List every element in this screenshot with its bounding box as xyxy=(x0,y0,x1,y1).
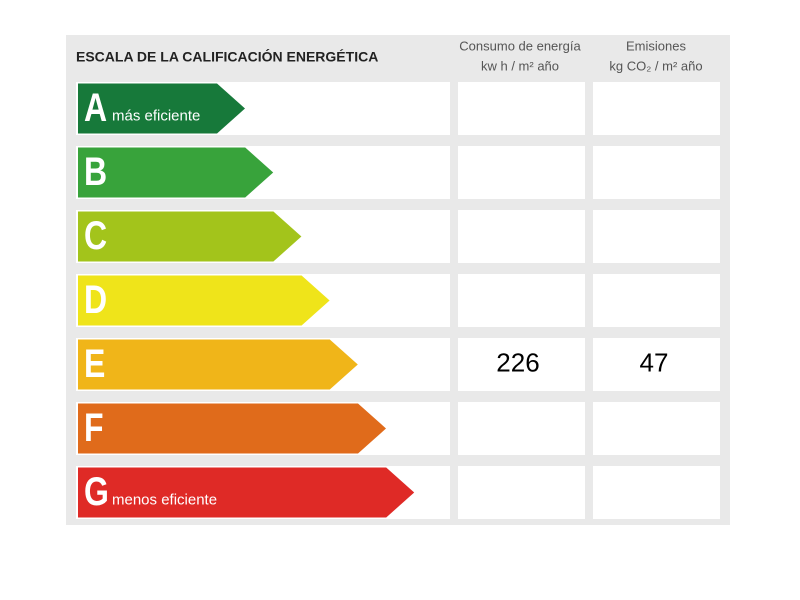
value-cell xyxy=(458,338,585,391)
value-cell xyxy=(458,466,585,519)
value-cell xyxy=(593,82,720,135)
rating-arrow xyxy=(78,403,386,454)
value-cell xyxy=(458,402,585,455)
value-cell xyxy=(593,274,720,327)
rating-arrow xyxy=(78,339,358,390)
rating-letter: B xyxy=(84,149,107,194)
value-cell xyxy=(458,274,585,327)
rating-letter: F xyxy=(84,405,104,450)
rating-arrow xyxy=(78,211,302,262)
rating-letter: A xyxy=(84,85,107,130)
value-cell xyxy=(458,210,585,263)
value-cell xyxy=(593,338,720,391)
value-cell xyxy=(593,210,720,263)
rating-arrow xyxy=(78,275,330,326)
column-header: Consumo de energía xyxy=(459,38,581,53)
value-cell xyxy=(593,146,720,199)
column-header: Emisiones xyxy=(626,38,686,53)
rating-label: menos eficiente xyxy=(112,491,217,508)
rating-letter: E xyxy=(84,341,105,386)
consumo-value: 226 xyxy=(496,347,539,377)
value-cell xyxy=(458,146,585,199)
rating-letter: G xyxy=(84,469,109,514)
title: ESCALA DE LA CALIFICACIÓN ENERGÉTICA xyxy=(76,48,378,65)
rating-arrow xyxy=(78,467,415,518)
rating-letter: D xyxy=(84,277,107,322)
value-cell xyxy=(458,82,585,135)
rating-label: más eficiente xyxy=(112,107,200,124)
rating-arrow xyxy=(78,83,245,134)
rating-letter: C xyxy=(84,213,107,258)
column-unit: kw h / m² año xyxy=(481,58,559,73)
column-unit: kg CO₂ / m² año xyxy=(609,58,702,73)
rating-arrow xyxy=(78,147,274,198)
emisiones-value: 47 xyxy=(640,347,669,377)
value-cell xyxy=(593,466,720,519)
value-cell xyxy=(593,402,720,455)
